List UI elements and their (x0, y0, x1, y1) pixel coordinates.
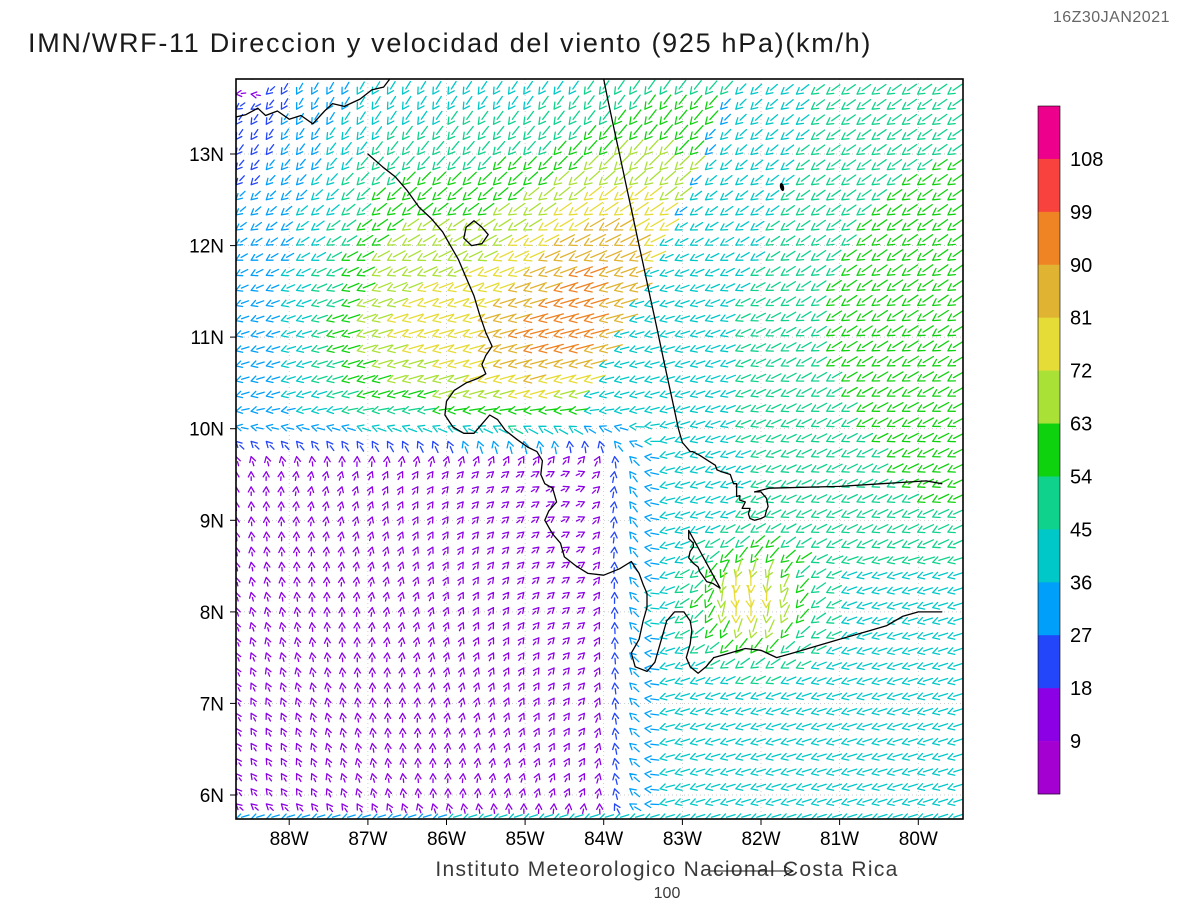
svg-text:16Z30JAN2021: 16Z30JAN2021 (1053, 9, 1170, 26)
svg-text:54: 54 (1070, 467, 1092, 489)
svg-text:13N: 13N (189, 145, 224, 166)
svg-text:27: 27 (1070, 625, 1092, 647)
svg-text:90: 90 (1070, 255, 1092, 277)
svg-text:IMN/WRF-11 Direccion y veloci: IMN/WRF-11 Direccion y velocidad del vie… (28, 28, 872, 58)
svg-text:81: 81 (1070, 308, 1092, 330)
svg-text:Instituto Meteorologico Naci: Instituto Meteorologico Nacional Costa R… (435, 858, 898, 881)
svg-text:80W: 80W (899, 829, 938, 850)
svg-text:63: 63 (1070, 414, 1092, 436)
svg-text:8N: 8N (200, 603, 224, 624)
svg-text:83W: 83W (663, 829, 702, 850)
svg-text:108: 108 (1070, 149, 1103, 171)
svg-text:81W: 81W (820, 829, 859, 850)
svg-text:6N: 6N (200, 786, 224, 807)
svg-text:85W: 85W (506, 829, 545, 850)
svg-text:86W: 86W (427, 829, 466, 850)
svg-text:82W: 82W (741, 829, 780, 850)
svg-text:87W: 87W (348, 829, 387, 850)
svg-text:10N: 10N (189, 420, 224, 441)
svg-text:9N: 9N (200, 511, 224, 532)
svg-text:18: 18 (1070, 678, 1092, 700)
svg-text:7N: 7N (200, 694, 224, 715)
svg-text:11N: 11N (191, 328, 224, 349)
svg-text:9: 9 (1070, 731, 1081, 753)
svg-text:36: 36 (1070, 572, 1092, 594)
svg-text:72: 72 (1070, 361, 1092, 383)
svg-text:12N: 12N (189, 237, 224, 258)
svg-text:45: 45 (1070, 519, 1092, 541)
svg-text:99: 99 (1070, 202, 1092, 224)
svg-text:84W: 84W (584, 829, 623, 850)
svg-text:88W: 88W (270, 829, 309, 850)
svg-text:100: 100 (654, 885, 681, 900)
